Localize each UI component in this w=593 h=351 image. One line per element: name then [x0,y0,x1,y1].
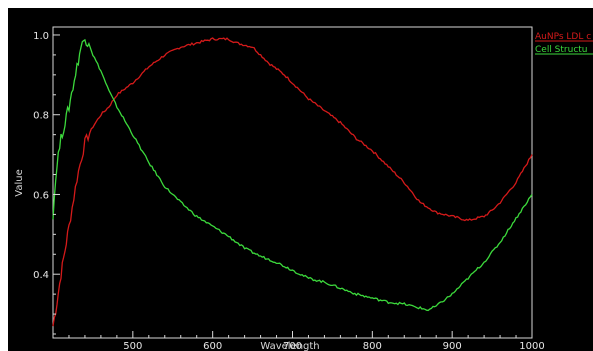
x-axis-ticks: 500 600 700 800 900 1000 [68,331,545,351]
x-tick-label: 900 [443,341,462,351]
x-tick-label: 500 [123,341,142,351]
x-tick-label: 600 [203,341,222,351]
y-tick-label: 0.6 [33,190,49,201]
x-tick-label: 1000 [519,341,544,351]
y-axis-ticks: 0.4 0.6 0.8 1.0 [33,31,60,335]
legend-entry-aunps: AuNPs LDL c [535,32,591,42]
series-line-cell-structure [52,38,533,312]
y-tick-label: 0.8 [33,111,49,122]
y-axis-title: Value [14,169,25,196]
series-line-aunps [52,37,533,327]
x-tick-label: 700 [283,341,302,351]
legend: AuNPs LDL c Cell Structu [535,32,593,55]
x-tick-label: 800 [363,341,382,351]
legend-entry-cell-structure: Cell Structu [535,45,588,55]
y-tick-label: 1.0 [33,31,49,42]
x-axis-title: Wavelength [260,341,319,351]
plot-canvas [8,8,593,351]
series-layer [52,37,533,327]
y-tick-label: 0.4 [33,270,49,281]
